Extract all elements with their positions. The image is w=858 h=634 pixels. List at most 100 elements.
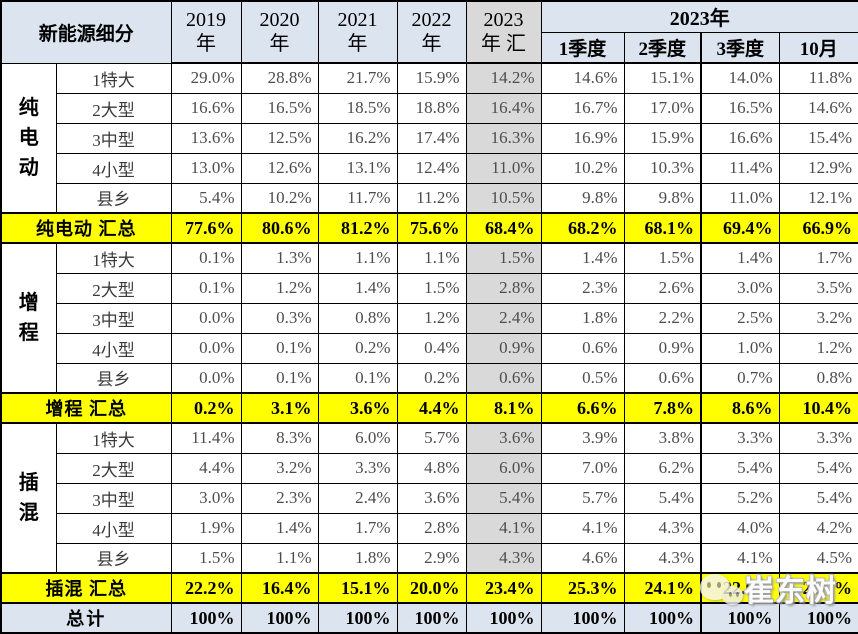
- value-cell: 2.4%: [465, 302, 542, 334]
- value-cell: 15.9%: [623, 122, 702, 154]
- col-header-line2: 年: [196, 33, 217, 55]
- value-cell: 4.3%: [623, 542, 702, 574]
- value-cell: 4.1%: [700, 542, 780, 574]
- col-header-line2: 年 汇: [481, 33, 527, 55]
- summary-value: 3.6%: [317, 392, 398, 424]
- value-cell: 0.7%: [700, 362, 780, 394]
- value-cell: 1.1%: [317, 242, 398, 274]
- summary-label: 纯电动 汇总: [0, 212, 172, 244]
- value-cell: 2.3%: [540, 272, 625, 304]
- value-cell: 0.1%: [240, 362, 319, 394]
- value-cell: 3.5%: [778, 272, 858, 304]
- row-label: 3中型: [55, 302, 172, 334]
- value-cell: 1.8%: [540, 302, 625, 334]
- value-cell: 13.1%: [317, 152, 398, 184]
- row-label: 县乡: [55, 362, 172, 394]
- value-cell: 4.5%: [778, 542, 858, 574]
- summary-value: 77.6%: [170, 212, 242, 244]
- col-header-q2: 2季度: [623, 31, 702, 64]
- summary-value: 4.4%: [396, 392, 467, 424]
- col-group-header-2023: 2023年: [540, 0, 858, 33]
- summary-value: 8.1%: [465, 392, 542, 424]
- summary-value: 22.7%: [778, 572, 858, 604]
- value-cell: 13.0%: [170, 152, 242, 184]
- value-cell: 10.3%: [623, 152, 702, 184]
- table-row: 纯 电 动 1特大 29.0% 28.8% 21.7% 15.9% 14.2% 14.6% 15…: [0, 62, 858, 214]
- table-row: 县乡 1.5% 1.1% 1.8% 2.9% 4.3% 4.6% 4.3% 4.1% 4.5%: [1, 542, 858, 574]
- value-cell: 0.0%: [170, 332, 242, 364]
- value-cell: 1.7%: [778, 242, 858, 274]
- row-label: 县乡: [55, 542, 172, 574]
- value-cell: 1.3%: [240, 242, 319, 274]
- value-cell: 16.3%: [465, 122, 542, 154]
- value-cell: 14.6%: [540, 62, 625, 94]
- summary-value: 23.4%: [465, 572, 542, 604]
- value-cell: 12.1%: [778, 182, 858, 214]
- row-label: 2大型: [55, 92, 172, 124]
- table-row: 2大型 0.1% 1.2% 1.4% 1.5% 2.8% 2.3% 2.6% 3.0% 3.5%: [1, 272, 858, 304]
- row-label: 1特大: [55, 242, 172, 274]
- value-cell: 15.4%: [778, 122, 858, 154]
- col-header-2019: 2019 年: [170, 0, 242, 64]
- value-cell: 16.9%: [540, 122, 625, 154]
- value-cell: 1.2%: [396, 302, 467, 334]
- value-cell: 5.7%: [396, 422, 467, 454]
- table-body: 纯 电 动 1特大 29.0% 28.8% 21.7% 15.9% 14.2% 14.6% 15…: [0, 62, 858, 634]
- value-cell: 1.8%: [317, 542, 398, 574]
- value-cell: 5.4%: [623, 482, 702, 514]
- row-label: 4小型: [55, 512, 172, 544]
- value-cell: 1.5%: [623, 242, 702, 274]
- summary-value: 68.4%: [465, 212, 542, 244]
- value-cell: 0.9%: [465, 332, 542, 364]
- col-header-2020: 2020 年: [240, 0, 319, 64]
- col-header-q1: 1季度: [540, 31, 625, 64]
- value-cell: 3.2%: [778, 302, 858, 334]
- value-cell: 0.2%: [317, 332, 398, 364]
- value-cell: 7.0%: [540, 452, 625, 484]
- value-cell: 3.9%: [540, 422, 625, 454]
- value-cell: 6.0%: [317, 422, 398, 454]
- summary-value: 22.2%: [170, 572, 242, 604]
- col-header-line1: 2022: [411, 9, 452, 31]
- total-value: 100%: [240, 602, 319, 634]
- value-cell: 0.3%: [240, 302, 319, 334]
- summary-value: 22.0%: [700, 572, 780, 604]
- table-row: 2大型 16.6% 16.5% 18.5% 18.8% 16.4% 16.7% 17.0% 16…: [1, 92, 858, 124]
- value-cell: 3.8%: [623, 422, 702, 454]
- summary-value: 20.0%: [396, 572, 467, 604]
- value-cell: 0.6%: [623, 362, 702, 394]
- total-value: 100%: [700, 602, 780, 634]
- value-cell: 6.2%: [623, 452, 702, 484]
- col-header-q3: 3季度: [700, 31, 780, 64]
- value-cell: 11.7%: [317, 182, 398, 214]
- value-cell: 18.8%: [396, 92, 467, 124]
- corner-header: 新能源细分: [0, 0, 172, 64]
- value-cell: 1.5%: [465, 242, 542, 274]
- value-cell: 17.4%: [396, 122, 467, 154]
- table-row: 3中型 3.0% 2.3% 2.4% 3.6% 5.4% 5.7% 5.4% 5.2% 5.4%: [1, 482, 858, 514]
- value-cell: 8.3%: [240, 422, 319, 454]
- value-cell: 0.1%: [240, 332, 319, 364]
- value-cell: 1.5%: [170, 542, 242, 574]
- table-row: 县乡 5.4% 10.2% 11.7% 11.2% 10.5% 9.8% 9.8% 11.0% 1…: [1, 182, 858, 214]
- value-cell: 0.0%: [170, 302, 242, 334]
- value-cell: 28.8%: [240, 62, 319, 94]
- table-row: 县乡 0.0% 0.1% 0.1% 0.2% 0.6% 0.5% 0.6% 0.7% 0.8%: [1, 362, 858, 394]
- value-cell: 0.4%: [396, 332, 467, 364]
- summary-value: 75.6%: [396, 212, 467, 244]
- value-cell: 3.2%: [240, 452, 319, 484]
- value-cell: 16.6%: [170, 92, 242, 124]
- summary-value: 66.9%: [778, 212, 858, 244]
- value-cell: 16.5%: [700, 92, 780, 124]
- summary-value: 81.2%: [317, 212, 398, 244]
- col-header-oct: 10月: [778, 31, 858, 64]
- value-cell: 5.4%: [465, 482, 542, 514]
- value-cell: 12.4%: [396, 152, 467, 184]
- value-cell: 29.0%: [170, 62, 242, 94]
- col-header-line1: 2020: [259, 9, 300, 31]
- value-cell: 3.6%: [465, 422, 542, 454]
- summary-value: 7.8%: [623, 392, 702, 424]
- value-cell: 9.8%: [540, 182, 625, 214]
- value-cell: 4.1%: [540, 512, 625, 544]
- value-cell: 14.2%: [465, 62, 542, 94]
